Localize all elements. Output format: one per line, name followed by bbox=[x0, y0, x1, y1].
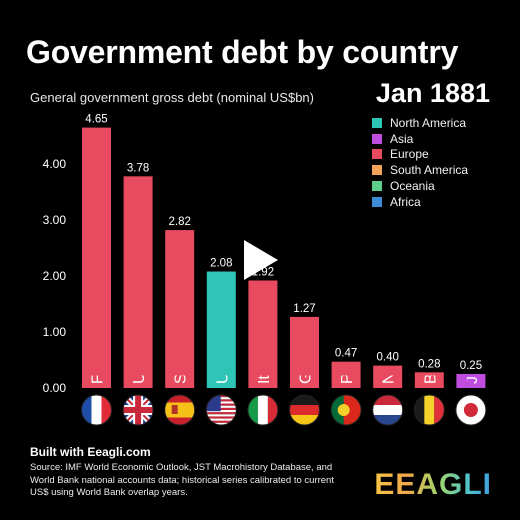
bar bbox=[123, 176, 153, 388]
bar-value-label: 4.65 bbox=[85, 114, 107, 126]
chart-title: Government debt by country bbox=[26, 34, 459, 70]
bar-value-label: 0.25 bbox=[460, 360, 482, 372]
flag-ring bbox=[289, 394, 320, 426]
bar-category-label: Pol bbox=[339, 361, 356, 384]
bar-value-label: 2.82 bbox=[169, 216, 191, 228]
flag-ring bbox=[122, 394, 154, 426]
bar-category-label: United States bbox=[214, 288, 231, 384]
netherlands-flag-icon bbox=[372, 395, 403, 425]
bar-value-label: 0.28 bbox=[418, 358, 440, 370]
bar-value-label: 0.40 bbox=[377, 352, 399, 364]
uk-flag-icon bbox=[123, 395, 154, 425]
legend-label: South America bbox=[390, 163, 469, 178]
bar bbox=[206, 271, 236, 388]
italy-flag-icon bbox=[247, 395, 278, 425]
date-label: Jan 1881 bbox=[375, 78, 490, 108]
source-note: Source: IMF World Economic Outlook, JST … bbox=[30, 462, 334, 498]
play-icon[interactable] bbox=[244, 240, 278, 280]
y-tick-label: 0.00 bbox=[43, 381, 67, 395]
legend-item: Oceania bbox=[372, 178, 468, 194]
bar-category-label: B bbox=[422, 373, 439, 384]
legend-swatch bbox=[372, 181, 382, 192]
bar-category-label: Germany bbox=[298, 318, 315, 384]
flag-ring bbox=[455, 394, 487, 426]
legend-item: Asia bbox=[372, 131, 468, 147]
japan-flag-icon bbox=[455, 395, 486, 425]
bar-category-label: Italy bbox=[256, 355, 273, 384]
legend-swatch bbox=[372, 196, 382, 207]
bar-category-label: J bbox=[464, 376, 481, 384]
brand-logo: EEAGLI bbox=[374, 468, 492, 501]
bar bbox=[331, 361, 361, 388]
legend-label: Africa bbox=[390, 194, 421, 209]
bar-category-label: Spain bbox=[173, 343, 190, 384]
bar-category-label: Ne bbox=[381, 363, 398, 384]
legend-label: Oceania bbox=[390, 179, 435, 194]
y-tick-label: 1.00 bbox=[43, 325, 67, 339]
bar-category-label: France bbox=[90, 334, 107, 384]
flag-ring bbox=[247, 394, 279, 426]
germany-flag-icon bbox=[289, 395, 320, 425]
belgium-flag-icon bbox=[414, 395, 445, 425]
bar-category-label: United Kingdom bbox=[131, 270, 148, 384]
bar-value-label: 3.78 bbox=[127, 162, 149, 174]
bar bbox=[82, 127, 111, 388]
legend-item: Europe bbox=[372, 147, 468, 163]
bar bbox=[373, 365, 403, 388]
spain-flag-icon bbox=[164, 395, 195, 425]
legend-swatch bbox=[372, 165, 382, 176]
bar bbox=[456, 374, 486, 388]
legend-label: Europe bbox=[390, 147, 429, 162]
legend-swatch bbox=[372, 117, 382, 128]
legend: North America Asia Europe South America Ocea… bbox=[372, 115, 468, 210]
bar bbox=[290, 316, 319, 388]
flag-ring bbox=[330, 394, 362, 426]
bar-value-label: 1.27 bbox=[293, 303, 315, 315]
bar bbox=[414, 372, 444, 388]
france-flag-icon bbox=[81, 395, 112, 425]
bar bbox=[248, 280, 278, 388]
flag-ring bbox=[413, 394, 445, 426]
legend-item: Africa bbox=[372, 194, 468, 210]
flag-ring bbox=[372, 394, 404, 426]
y-tick-label: 2.00 bbox=[43, 269, 67, 283]
flag-ring bbox=[205, 394, 237, 426]
legend-label: North America bbox=[390, 115, 467, 130]
legend-swatch bbox=[372, 133, 382, 144]
legend-item: South America bbox=[372, 162, 468, 178]
bar bbox=[165, 230, 195, 388]
legend-item: North America bbox=[372, 115, 468, 131]
chart-subtitle: General government gross debt (nominal U… bbox=[30, 90, 314, 105]
built-with-label: Built with Eeagli.com bbox=[30, 445, 151, 459]
y-tick-label: 3.00 bbox=[43, 213, 67, 227]
bar-value-label: 0.47 bbox=[335, 348, 357, 360]
flag-ring bbox=[81, 394, 112, 426]
portugal-flag-icon bbox=[331, 395, 362, 425]
flag-ring bbox=[164, 394, 196, 426]
legend-label: Asia bbox=[390, 131, 414, 146]
y-tick-label: 4.00 bbox=[43, 157, 67, 171]
bar-value-label: 2.08 bbox=[210, 258, 232, 270]
legend-swatch bbox=[372, 149, 382, 160]
